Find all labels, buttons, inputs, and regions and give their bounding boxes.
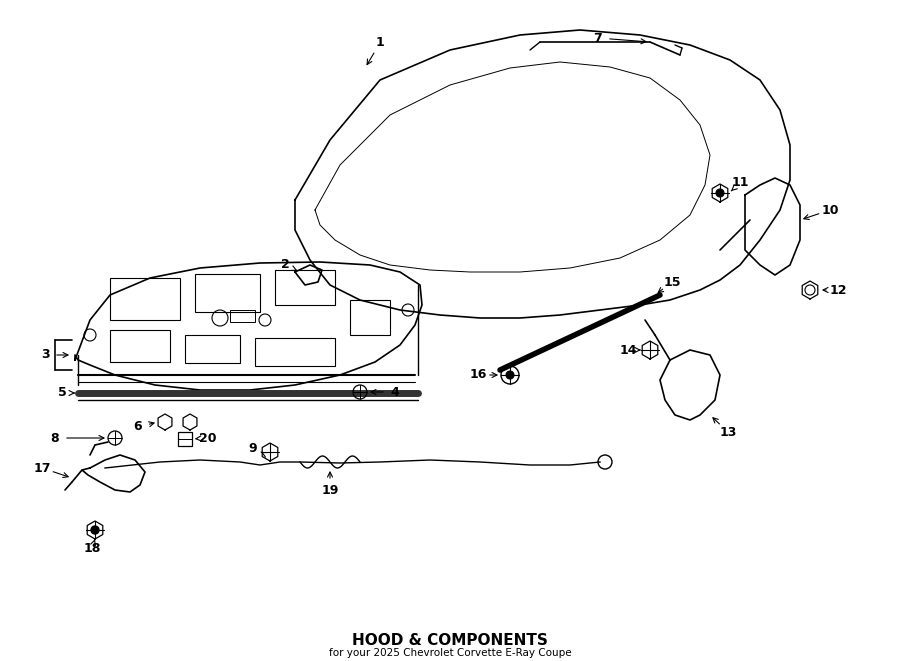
Bar	[185, 335, 240, 363]
Bar	[230, 310, 255, 322]
Circle shape	[716, 189, 724, 197]
Text: 12: 12	[829, 284, 847, 297]
Text: 1: 1	[375, 36, 384, 50]
Text: 16: 16	[469, 368, 487, 381]
Text: 11: 11	[731, 176, 749, 190]
Text: 8: 8	[50, 432, 59, 444]
Bar	[275, 270, 335, 305]
Text: 7: 7	[594, 32, 602, 44]
Bar	[110, 278, 180, 320]
Text: 5: 5	[58, 387, 67, 399]
Text: 20: 20	[199, 432, 217, 444]
Text: 14: 14	[619, 344, 637, 356]
Text: HOOD & COMPONENTS: HOOD & COMPONENTS	[352, 633, 548, 648]
Text: 10: 10	[821, 204, 839, 217]
Bar	[255, 338, 335, 366]
Text: 17: 17	[33, 461, 50, 475]
Bar	[110, 330, 170, 362]
Text: 4: 4	[391, 385, 400, 399]
Bar	[350, 300, 390, 335]
Bar	[178, 432, 192, 446]
Bar	[195, 274, 260, 312]
Text: 19: 19	[321, 483, 338, 496]
Text: 9: 9	[248, 442, 257, 455]
Text: 3: 3	[40, 348, 50, 362]
Text: 13: 13	[719, 426, 737, 438]
Text: 15: 15	[663, 276, 680, 288]
Text: 2: 2	[281, 258, 290, 272]
Text: 18: 18	[84, 541, 101, 555]
Circle shape	[91, 526, 99, 534]
Circle shape	[506, 371, 514, 379]
Text: for your 2025 Chevrolet Corvette E-Ray Coupe: for your 2025 Chevrolet Corvette E-Ray C…	[328, 648, 572, 658]
Text: 6: 6	[134, 420, 142, 434]
